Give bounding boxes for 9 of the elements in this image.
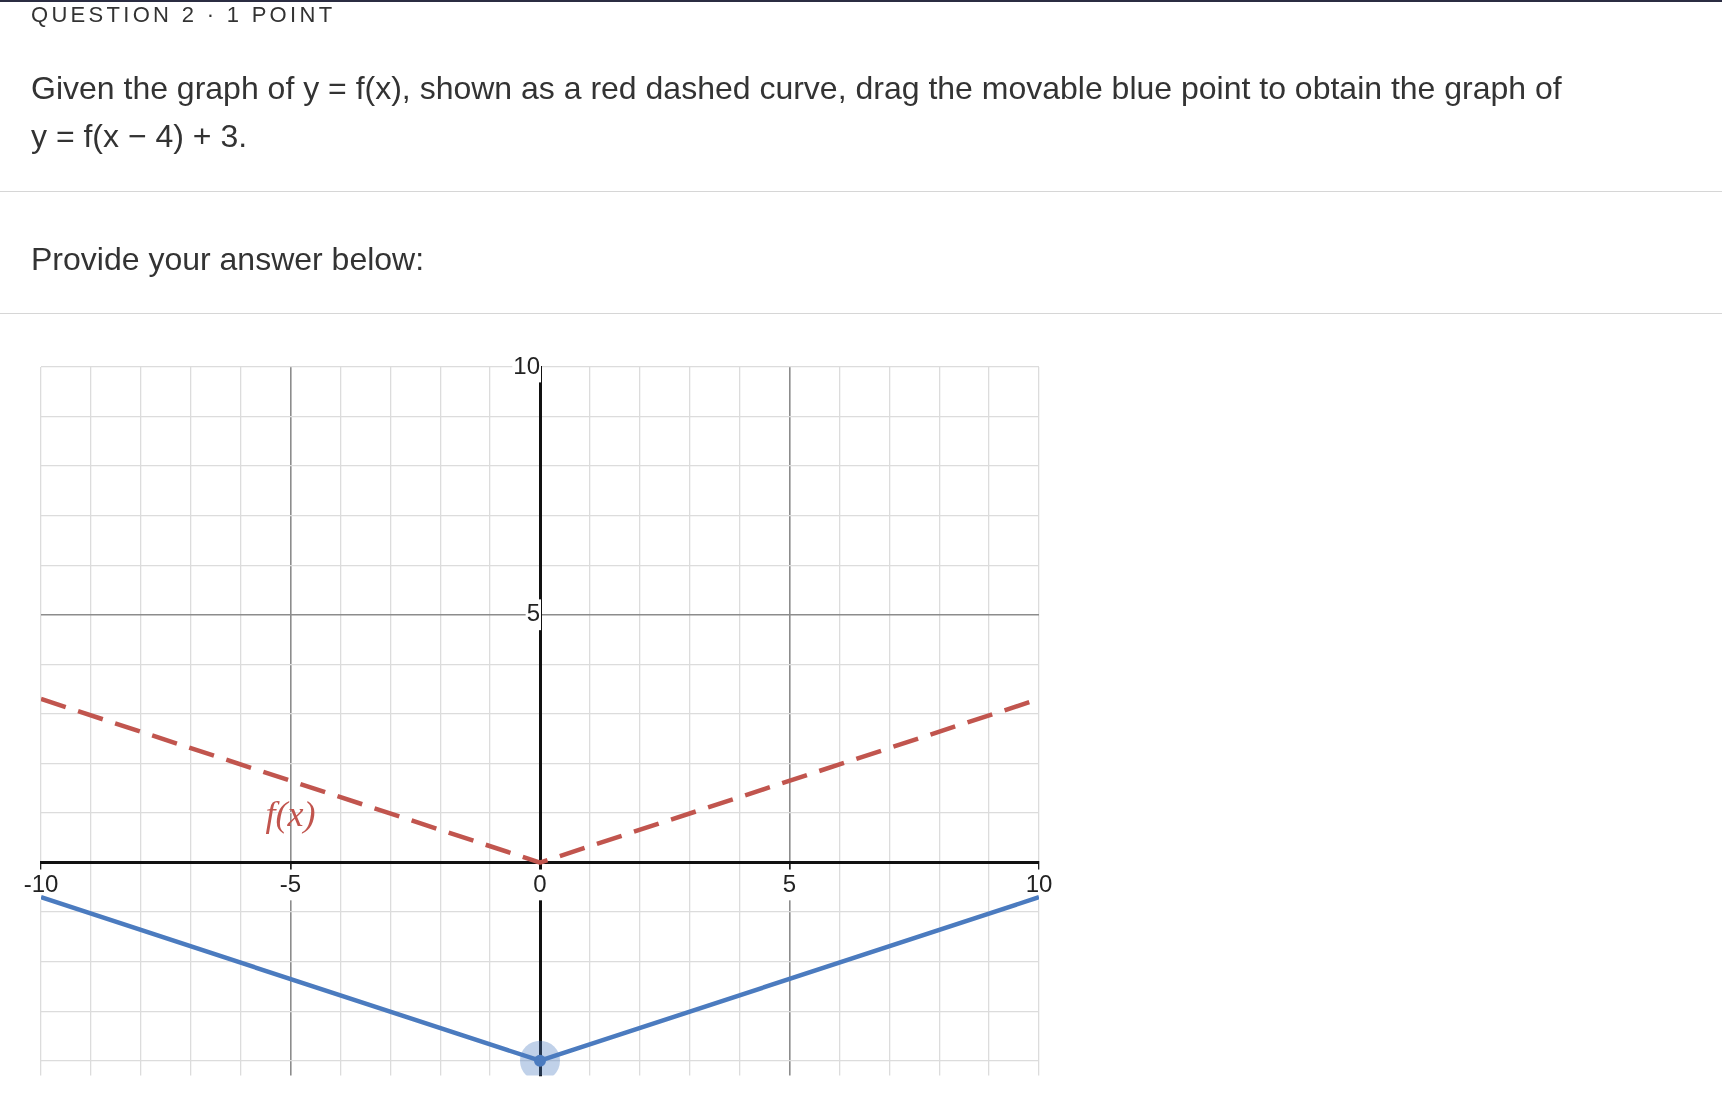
text: Provide your answer below:	[31, 240, 425, 278]
x-tick-label: 10	[1025, 869, 1053, 897]
x-tick-label: 5	[782, 869, 797, 897]
x-tick-label: 0	[533, 869, 547, 897]
chart-title: QUESTION 2 · 1 POINT	[31, 2, 336, 28]
series-label: f(x)	[265, 794, 316, 835]
x-tick-label: -5	[279, 869, 302, 897]
x-tick-label: -10	[23, 869, 59, 897]
chart-subtitle: Given the graph of y = f(x), shown as a red dashed curve, drag the movable blue point to obtain the graph of y = f(x − 4) + 3.	[31, 69, 1563, 156]
